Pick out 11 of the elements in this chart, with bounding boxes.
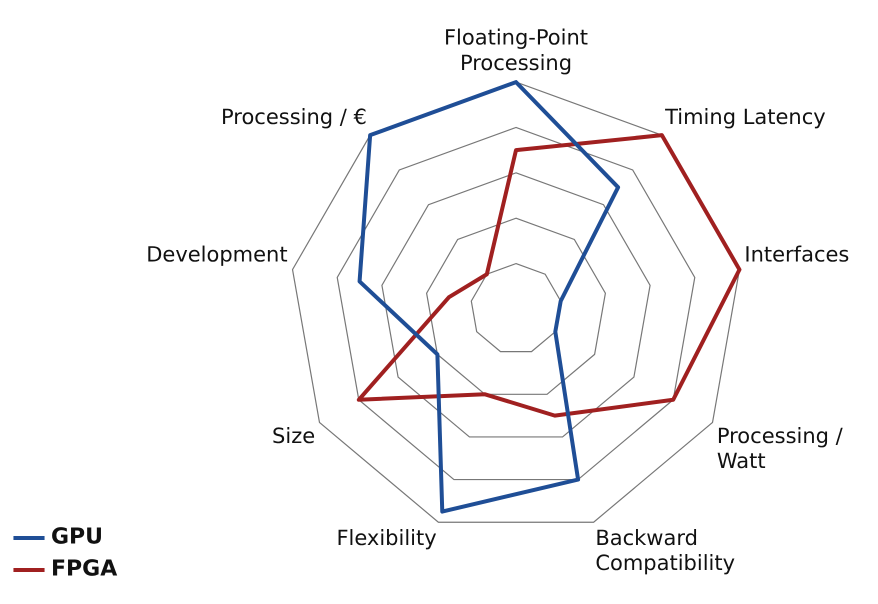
spoke-label: Backward Compatibility <box>595 526 736 576</box>
spoke-label: Interfaces <box>744 242 850 267</box>
spoke-label: Flexibility <box>336 526 437 550</box>
spoke-label: Floating-Point Processing <box>444 26 588 75</box>
spoke-label: Size <box>272 424 316 448</box>
spoke-label: Development <box>146 242 288 267</box>
spoke-label: Timing Latency <box>664 105 826 130</box>
legend-label: GPU <box>51 524 104 550</box>
legend-label: FPGA <box>51 556 118 582</box>
spoke-label: Processing / € <box>220 105 367 130</box>
spoke-label: Processing / Watt <box>716 424 844 474</box>
